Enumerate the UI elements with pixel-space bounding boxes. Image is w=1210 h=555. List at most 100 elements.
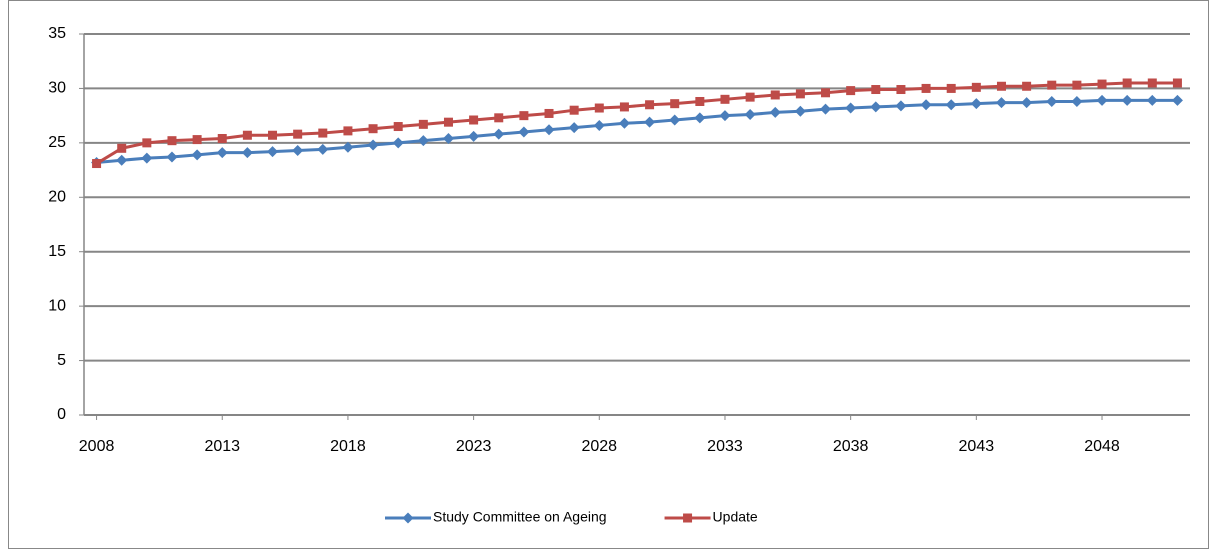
marker	[1097, 79, 1107, 89]
x-tick-label: 2038	[833, 438, 869, 455]
marker	[720, 94, 730, 104]
marker	[141, 152, 153, 164]
marker	[544, 108, 554, 118]
marker	[343, 126, 353, 136]
marker	[442, 133, 454, 145]
x-tick-label: 2013	[204, 438, 240, 455]
marker	[995, 97, 1007, 109]
marker	[1122, 78, 1132, 88]
marker	[645, 100, 655, 110]
marker	[970, 98, 982, 110]
marker	[117, 143, 127, 153]
y-tick-label: 15	[48, 243, 66, 260]
marker	[896, 85, 906, 95]
marker	[342, 141, 354, 153]
x-tick-label: 2008	[79, 438, 115, 455]
marker	[568, 122, 580, 134]
marker	[770, 90, 780, 100]
legend-label: Study Committee on Ageing	[433, 509, 607, 525]
marker	[468, 130, 480, 142]
marker	[418, 119, 428, 129]
marker	[820, 103, 832, 115]
marker	[669, 114, 681, 126]
marker	[142, 138, 152, 148]
marker	[644, 116, 656, 128]
marker	[945, 99, 957, 111]
marker	[493, 128, 505, 140]
marker	[494, 113, 504, 123]
marker	[619, 102, 629, 112]
marker	[1021, 97, 1033, 109]
marker	[518, 126, 530, 138]
marker	[996, 81, 1006, 91]
marker	[368, 124, 378, 134]
marker	[242, 130, 252, 140]
marker	[393, 122, 403, 132]
marker	[769, 106, 781, 118]
marker	[417, 135, 429, 147]
marker	[695, 96, 705, 106]
marker	[1172, 78, 1182, 88]
marker	[1096, 94, 1108, 106]
marker	[946, 83, 956, 93]
marker	[166, 151, 178, 163]
y-tick-label: 5	[57, 352, 66, 369]
marker	[569, 105, 579, 115]
marker	[593, 119, 605, 131]
x-tick-label: 2028	[581, 438, 617, 455]
marker	[268, 130, 278, 140]
marker	[543, 124, 555, 136]
marker	[594, 103, 604, 113]
marker	[293, 129, 303, 139]
x-tick-label: 2018	[330, 438, 366, 455]
marker	[745, 92, 755, 102]
y-tick-label: 35	[48, 25, 66, 42]
marker	[870, 101, 882, 113]
chart-frame	[8, 0, 1209, 549]
marker	[1072, 80, 1082, 90]
legend-label: Update	[713, 509, 758, 525]
y-tick-label: 25	[48, 134, 66, 151]
marker	[921, 83, 931, 93]
x-tick-label: 2048	[1084, 438, 1120, 455]
marker	[367, 139, 379, 151]
marker	[1171, 94, 1183, 106]
marker	[1121, 94, 1133, 106]
marker	[795, 89, 805, 99]
y-tick-label: 30	[48, 80, 66, 97]
y-tick-label: 20	[48, 189, 66, 206]
marker	[1146, 94, 1158, 106]
marker	[192, 135, 202, 145]
marker	[191, 149, 203, 161]
marker	[719, 110, 731, 122]
marker	[871, 85, 881, 95]
marker	[292, 144, 304, 156]
marker	[519, 111, 529, 121]
marker	[1147, 78, 1157, 88]
marker	[241, 147, 253, 159]
marker	[402, 512, 414, 524]
x-tick-label: 2023	[456, 438, 492, 455]
marker	[392, 137, 404, 149]
marker	[317, 143, 329, 155]
marker	[318, 128, 328, 138]
marker	[167, 136, 177, 146]
marker	[971, 82, 981, 92]
y-tick-label: 10	[48, 297, 66, 314]
marker	[618, 117, 630, 129]
marker	[1047, 80, 1057, 90]
marker	[845, 102, 857, 114]
marker	[1046, 95, 1058, 107]
x-tick-label: 2033	[707, 438, 743, 455]
marker	[683, 513, 693, 523]
marker	[267, 146, 279, 158]
marker	[821, 88, 831, 98]
marker	[217, 134, 227, 144]
marker	[694, 112, 706, 124]
legend: Study Committee on Ageing Update	[385, 509, 758, 525]
marker	[744, 109, 756, 121]
marker	[846, 86, 856, 96]
marker	[92, 159, 102, 169]
